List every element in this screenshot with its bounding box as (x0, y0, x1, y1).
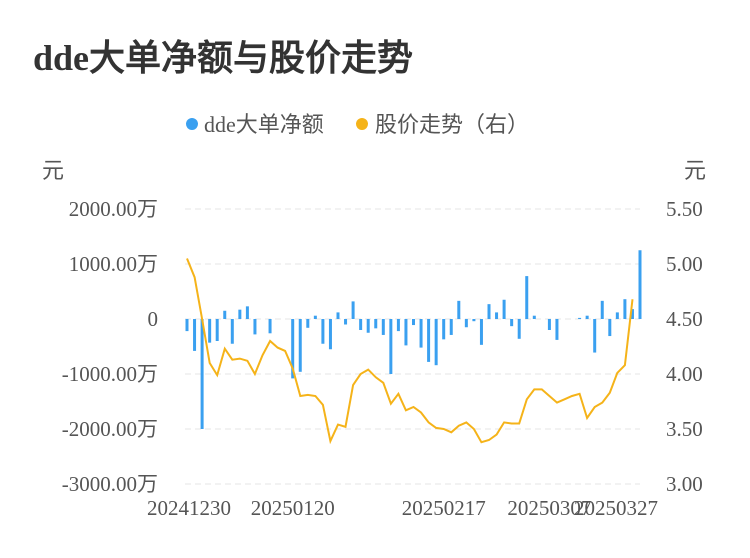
x-tick-label: 20241230 (147, 496, 231, 520)
dde-bar (585, 315, 589, 319)
left-tick-label: 1000.00万 (69, 252, 158, 276)
legend-label-price: 股价走势（右） (375, 112, 529, 137)
right-tick-label: 5.00 (666, 252, 703, 276)
dde-bar (404, 319, 408, 346)
dde-bar (351, 301, 355, 319)
right-tick-label: 3.50 (666, 417, 703, 441)
dde-bar (215, 319, 219, 341)
dde-bar (434, 319, 438, 366)
dde-bar (547, 319, 551, 330)
left-tick-label: 0 (148, 307, 159, 331)
left-axis-unit: 元 (42, 158, 64, 183)
x-tick-label: 20250120 (251, 496, 335, 520)
legend: dde大单净额 股价走势（右） (186, 112, 529, 137)
dde-bar (578, 317, 582, 319)
dde-bar (615, 312, 619, 319)
dde-bar (245, 306, 249, 319)
dde-bar (517, 319, 521, 339)
dde-bar (291, 319, 295, 379)
left-tick-label: -1000.00万 (62, 362, 158, 386)
dde-bar (630, 309, 634, 319)
dde-bar (359, 319, 363, 330)
dde-bar (502, 299, 506, 319)
right-tick-label: 4.00 (666, 362, 703, 386)
dde-bar (495, 312, 499, 319)
dde-bar (449, 319, 453, 335)
dde-bar (464, 319, 468, 328)
dde-bar (593, 319, 597, 353)
legend-dot-dde (186, 118, 198, 130)
dde-bar (555, 319, 559, 340)
dde-bar (268, 319, 272, 334)
chart-title: dde大单净额与股价走势 (33, 38, 413, 78)
right-tick-label: 5.50 (666, 197, 703, 221)
dde-bar (185, 319, 189, 332)
dde-bar (374, 319, 378, 329)
dde-bar (532, 315, 536, 319)
dde-bar (600, 300, 604, 319)
dde-bar (419, 319, 423, 348)
dde-bar (336, 312, 340, 319)
dde-bar (472, 319, 476, 322)
dde-bar (321, 319, 325, 344)
dde-bar (623, 299, 627, 319)
right-tick-label: 4.50 (666, 307, 703, 331)
dde-bar (193, 319, 197, 351)
dde-bar (344, 319, 348, 325)
dde-bar (306, 319, 310, 328)
dde-bar (253, 319, 257, 335)
dde-bar (328, 319, 332, 350)
dde-bar (427, 319, 431, 362)
x-tick-label: 20250307 (507, 496, 591, 520)
dde-bar (230, 319, 234, 344)
dde-bar (638, 250, 642, 319)
dde-bar (396, 319, 400, 332)
dde-bar (457, 300, 461, 319)
dde-bar (510, 319, 514, 327)
left-axis-ticks: 2000.00万 1000.00万 0 -1000.00万 -2000.00万 -3000… (62, 197, 158, 496)
right-tick-label: 3.00 (666, 472, 703, 496)
dde-bar (442, 319, 446, 340)
left-tick-label: -2000.00万 (62, 417, 158, 441)
dde-bar (412, 319, 415, 326)
x-tick-label: 20250217 (402, 496, 486, 520)
right-axis-unit: 元 (684, 158, 706, 183)
dde-bar (389, 319, 393, 374)
right-axis-ticks: 5.50 5.00 4.50 4.00 3.50 3.00 (666, 197, 703, 496)
dde-bar (298, 319, 302, 372)
dde-bars (185, 250, 642, 429)
legend-dot-price (356, 118, 368, 130)
dde-bar (525, 276, 529, 319)
dde-bar (381, 319, 385, 335)
grid (185, 208, 640, 485)
dde-bar (223, 310, 227, 319)
dde-bar (208, 319, 212, 343)
dde-bar (487, 304, 491, 319)
price-line (186, 258, 634, 445)
legend-label-dde: dde大单净额 (204, 112, 324, 137)
dde-bar (608, 319, 612, 337)
left-tick-label: -3000.00万 (62, 472, 158, 496)
dde-bar (238, 309, 242, 319)
dde-bar (479, 319, 483, 345)
dde-bar (313, 315, 317, 319)
left-tick-label: 2000.00万 (69, 197, 158, 221)
dde-bar (366, 319, 370, 333)
x-tick-label: 20250327 (574, 496, 658, 520)
dde-bar (200, 319, 204, 429)
